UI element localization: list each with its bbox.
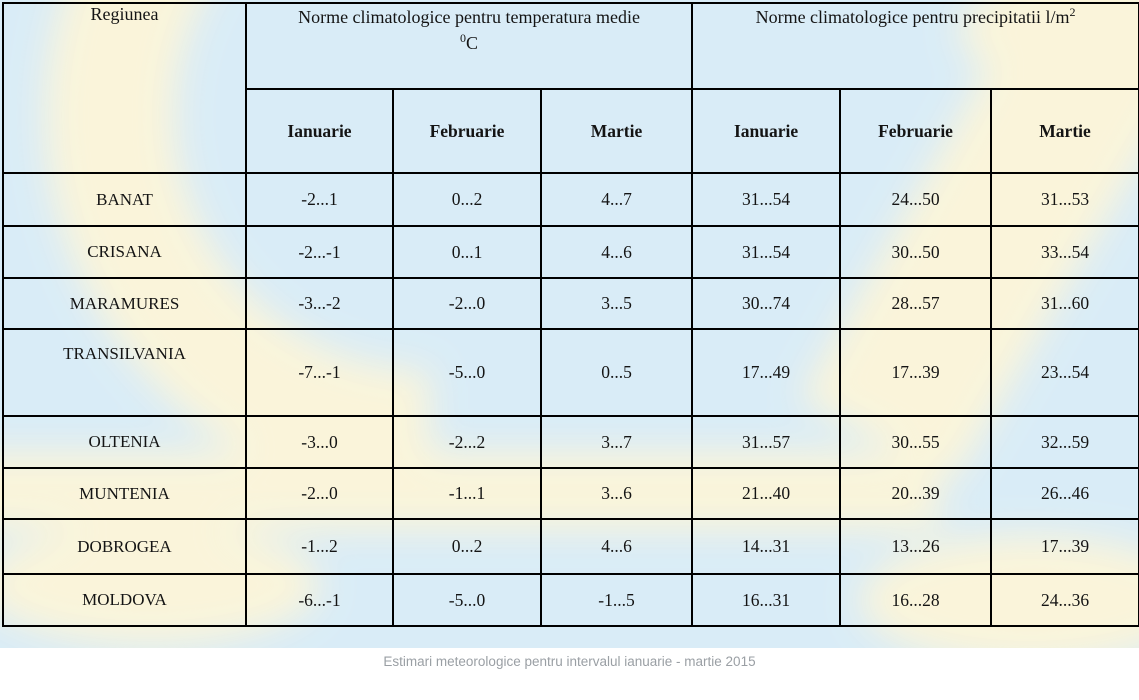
value-cell: -6...-1: [245, 573, 394, 627]
value-cell: 24...36: [990, 573, 1139, 627]
temperature-group-title: Norme climatologice pentru temperatura m…: [298, 7, 640, 27]
value-cell: 28...57: [839, 277, 993, 330]
table-row: MUNTENIA -2...0 -1...1 3...6 21...40 20...39 2…: [2, 467, 1139, 520]
value-cell: 4...7: [539, 172, 694, 227]
temperature-group-header: Norme climatologice pentru temperatura m…: [244, 2, 694, 90]
value-cell: 0...5: [539, 328, 694, 417]
value-cell: 4...6: [539, 518, 694, 575]
value-cell: -1...5: [539, 573, 694, 627]
value-cell: 16...28: [839, 573, 993, 627]
value-cell: -2...1: [245, 172, 394, 227]
climate-norms-table: Regiunea Norme climatologice pentru temp…: [2, 2, 1139, 627]
value-cell: 32...59: [990, 415, 1139, 469]
region-column-header: Regiunea: [2, 2, 247, 174]
value-cell: -2...-1: [245, 225, 394, 279]
value-cell: 31...57: [691, 415, 842, 469]
value-cell: 31...54: [691, 225, 842, 279]
value-cell: 24...50: [839, 172, 993, 227]
caption: Estimari meteorologice pentru intervalul…: [383, 654, 756, 669]
value-cell: -2...2: [392, 415, 542, 469]
table-row: MARAMURES -3...-2 -2...0 3...5 30...74 28...5…: [2, 277, 1139, 330]
value-cell: 13...26: [839, 518, 993, 575]
value-cell: -3...-2: [245, 277, 394, 330]
value-cell: 26...46: [990, 467, 1139, 520]
value-cell: 30...50: [839, 225, 993, 279]
value-cell: -1...1: [392, 467, 542, 520]
value-cell: -2...0: [392, 277, 542, 330]
temperature-unit-letter: C: [466, 33, 479, 54]
precipitation-group-title: Norme climatologice pentru precipitatii …: [755, 7, 1070, 27]
value-cell: 33...54: [990, 225, 1139, 279]
region-cell: CRISANA: [2, 225, 247, 279]
region-cell: MUNTENIA: [2, 467, 247, 520]
month-header-row: Ianuarie Februarie Martie Ianuarie Febru…: [3, 88, 1139, 174]
precipitation-unit-superscript: 2: [1069, 5, 1076, 19]
region-cell: MARAMURES: [2, 277, 247, 330]
value-cell: 0...2: [392, 518, 542, 575]
value-cell: 30...74: [691, 277, 842, 330]
value-cell: 17...39: [839, 328, 993, 417]
value-cell: -5...0: [392, 328, 542, 417]
value-cell: -5...0: [392, 573, 542, 627]
value-cell: -1...2: [245, 518, 394, 575]
value-cell: 31...60: [990, 277, 1139, 330]
value-cell: 17...39: [990, 518, 1139, 575]
value-cell: 3...5: [539, 277, 694, 330]
region-cell: DOBROGEA: [2, 518, 247, 575]
value-cell: 16...31: [691, 573, 842, 627]
value-cell: 3...7: [539, 415, 694, 469]
value-cell: 20...39: [839, 467, 993, 520]
temp-month-header-martie: Martie: [539, 88, 694, 174]
precip-month-header-ianuarie: Ianuarie: [691, 88, 842, 174]
table-body: BANAT -2...1 0...2 4...7 31...54 24...50 31...…: [2, 172, 1139, 627]
value-cell: 4...6: [539, 225, 694, 279]
value-cell: -3...0: [245, 415, 394, 469]
region-cell: MOLDOVA: [2, 573, 247, 627]
value-cell: 0...2: [392, 172, 542, 227]
value-cell: -7...-1: [245, 328, 394, 417]
value-cell: 30...55: [839, 415, 993, 469]
value-cell: 3...6: [539, 467, 694, 520]
value-cell: 31...54: [691, 172, 842, 227]
precipitation-group-header: Norme climatologice pentru precipitatii …: [691, 2, 1139, 90]
table-row: TRANSILVANIA -7...-1 -5...0 0...5 17...49 17.…: [2, 328, 1139, 417]
table-row: DOBROGEA -1...2 0...2 4...6 14...31 13...26 17…: [2, 518, 1139, 575]
table-row: CRISANA -2...-1 0...1 4...6 31...54 30...50 33…: [2, 225, 1139, 279]
precip-month-header-martie: Martie: [990, 88, 1139, 174]
value-cell: 21...40: [691, 467, 842, 520]
group-header-row: Regiunea Norme climatologice pentru temp…: [2, 2, 1139, 174]
value-cell: 23...54: [990, 328, 1139, 417]
value-cell: 14...31: [691, 518, 842, 575]
value-cell: 17...49: [691, 328, 842, 417]
region-cell: TRANSILVANIA: [2, 328, 247, 417]
table-row: MOLDOVA -6...-1 -5...0 -1...5 16...31 16...28…: [2, 573, 1139, 627]
precip-month-header-februarie: Februarie: [839, 88, 993, 174]
temperature-unit-superscript: 0: [460, 31, 466, 46]
temp-month-header-ianuarie: Ianuarie: [245, 88, 394, 174]
table-row: BANAT -2...1 0...2 4...7 31...54 24...50 31...…: [2, 172, 1139, 227]
region-cell: OLTENIA: [2, 415, 247, 469]
value-cell: 0...1: [392, 225, 542, 279]
value-cell: -2...0: [245, 467, 394, 520]
table-row: OLTENIA -3...0 -2...2 3...7 31...57 30...55 32…: [2, 415, 1139, 469]
value-cell: 31...53: [990, 172, 1139, 227]
temp-month-header-februarie: Februarie: [392, 88, 542, 174]
region-cell: BANAT: [2, 172, 247, 227]
